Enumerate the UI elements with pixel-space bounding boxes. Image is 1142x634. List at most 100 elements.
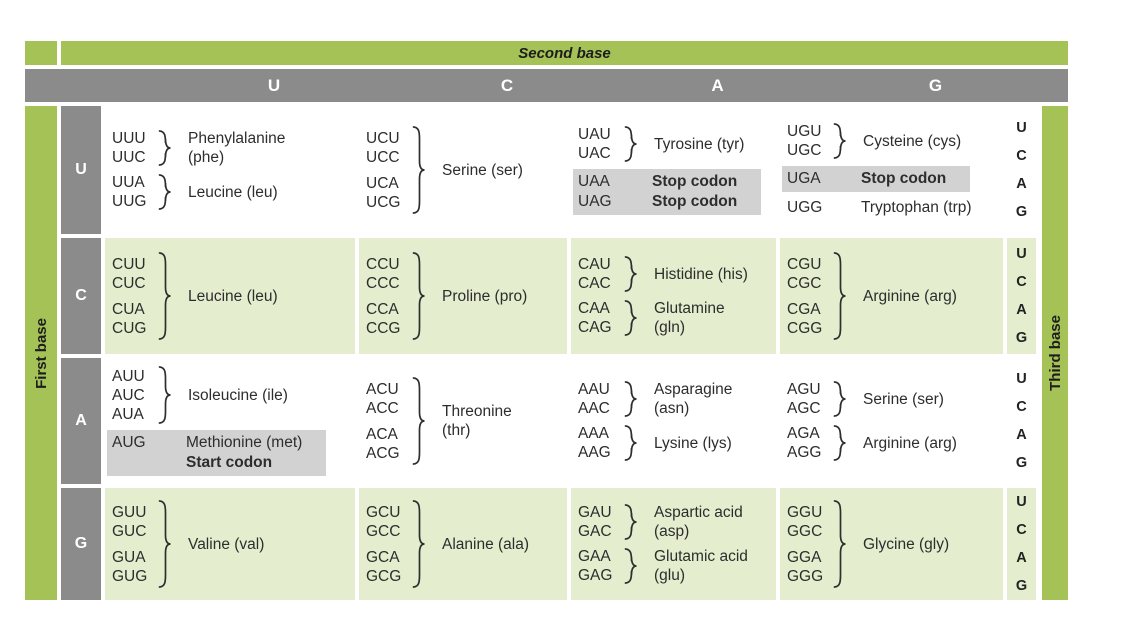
- codon-list: UAU UAC: [578, 125, 624, 163]
- cell-AA: AAU AAC Asparagine (asn) AAA AAG Lysine (lys): [571, 358, 776, 484]
- brace-icon: [412, 377, 425, 465]
- brace-icon: [158, 130, 171, 166]
- codon: CGC: [787, 274, 822, 292]
- codon-list: AAU AAC: [578, 380, 624, 418]
- codon: UAU: [578, 126, 611, 143]
- codon-annotation: Start codon: [186, 454, 273, 471]
- brace-icon: [833, 500, 846, 588]
- codon: UGG: [787, 199, 823, 216]
- third-base-letter: U: [1016, 371, 1027, 387]
- codon: CAC: [578, 275, 611, 292]
- codon-list: UCU UCC UCA UCG: [366, 129, 412, 212]
- codon-list: AGU AGC: [787, 380, 833, 418]
- codon-list: CAA CAG: [578, 299, 624, 337]
- codon: CGA: [787, 300, 821, 318]
- codon-group: AAA AAG Lysine (lys): [578, 424, 776, 462]
- brace-icon: [624, 256, 637, 292]
- cell-UA: UAU UAC Tyrosine (tyr) UAA Stop codon UAG Stop…: [571, 106, 776, 234]
- codon-group: CGU CGC CGA CGG Arginine (arg): [787, 252, 1003, 340]
- cell-AU: AUU AUC AUA Isoleucine (ile) AUG Methionine (…: [105, 358, 355, 484]
- highlighted-codon-block: UAA Stop codon UAG Stop codon: [573, 169, 762, 215]
- brace-zone: [412, 252, 440, 340]
- third-base-letter: U: [1016, 120, 1027, 136]
- amino-acid-label-line: (glu): [654, 567, 686, 584]
- cell-GA: GAU GAC Aspartic acid (asp) GAA GAG Glutamic a…: [571, 488, 776, 600]
- codon-list: UUU UUC: [112, 129, 158, 167]
- codon: GAG: [578, 567, 613, 584]
- amino-acid-label-line: Glycine (gly): [863, 535, 950, 553]
- codon: UGA: [787, 170, 821, 187]
- codon: AAC: [578, 400, 610, 417]
- codon-line: AUG Methionine (met): [112, 433, 302, 453]
- corner-spacer: [25, 41, 57, 65]
- amino-acid-label-line: Alanine (ala): [442, 535, 530, 553]
- amino-acid-label-line: Proline (pro): [442, 287, 528, 305]
- third-base-letter: C: [1016, 399, 1027, 415]
- cell-GU: GUU GUC GUA GUG Valine (val): [105, 488, 355, 600]
- brace-zone: [412, 500, 440, 588]
- third-base-letter: G: [1015, 578, 1028, 594]
- codon-group: UUU UUC Phenylalanine (phe): [112, 129, 355, 167]
- third-base-letter: C: [1016, 522, 1027, 538]
- brace-icon: [833, 252, 846, 340]
- brace-zone: [624, 504, 652, 540]
- codon: UUU: [112, 130, 146, 147]
- amino-acid-label-line: Leucine (leu): [188, 287, 278, 305]
- amino-acid-label-line: Isoleucine (ile): [188, 386, 288, 404]
- amino-acid-label: Arginine (arg): [863, 434, 957, 453]
- codon-block: UGG Tryptophan (trp): [787, 198, 972, 218]
- codon-group: CCU CCC CCA CCG Proline (pro): [366, 252, 567, 340]
- amino-acid-label: Phenylalanine (phe): [188, 129, 285, 167]
- codon-list: UGU UGC: [787, 122, 833, 160]
- codon: CUA: [112, 300, 145, 318]
- codon-annotation: Tryptophan (trp): [861, 199, 972, 216]
- brace-icon: [158, 252, 171, 340]
- codon: AUA: [112, 405, 144, 423]
- codon: UUC: [112, 149, 146, 166]
- third-base-letter: A: [1016, 302, 1027, 318]
- first-base-letter: G: [61, 488, 101, 600]
- third-base-letter: U: [1016, 494, 1027, 510]
- brace-zone: [624, 548, 652, 584]
- codon: GCA: [366, 548, 400, 566]
- codon: UAA: [578, 173, 610, 190]
- codon: UGU: [787, 123, 822, 140]
- codon: UCA: [366, 174, 399, 192]
- amino-acid-label: Leucine (leu): [188, 287, 278, 306]
- codon-group: UGU UGC Cysteine (cys): [787, 122, 1003, 160]
- codon-group: AUU AUC AUA Isoleucine (ile): [112, 366, 355, 424]
- third-base-letter: C: [1016, 274, 1027, 290]
- codon-group: CAU CAC Histidine (his): [578, 255, 776, 293]
- codon: CUC: [112, 274, 146, 292]
- codon: CGU: [787, 255, 822, 273]
- amino-acid-label: Glycine (gly): [863, 535, 949, 554]
- second-base-letter-box: U: [105, 76, 359, 96]
- amino-acid-label-line: (phe): [188, 149, 225, 166]
- amino-acid-label-line: Arginine (arg): [863, 434, 957, 452]
- codon-group: AAU AAC Asparagine (asn): [578, 380, 776, 418]
- codon-line: Start codon: [112, 453, 302, 473]
- codon: AGC: [787, 400, 821, 417]
- highlighted-codon-block: AUG Methionine (met) Start codon: [107, 430, 327, 476]
- amino-acid-label-line: (asn): [654, 400, 690, 417]
- third-base-letter: G: [1015, 455, 1028, 471]
- codon: UCC: [366, 148, 400, 166]
- codon: [112, 453, 186, 473]
- second-base-title: Second base: [518, 44, 611, 62]
- amino-acid-label: Isoleucine (ile): [188, 386, 288, 405]
- table-row-A: A AUU AUC AUA Isoleucine (ile) AUG Methionine …: [61, 358, 1036, 484]
- amino-acid-label-line: Leucine (leu): [188, 183, 278, 201]
- amino-acid-label-line: Asparagine: [654, 381, 733, 398]
- amino-acid-label: Aspartic acid (asp): [654, 503, 743, 541]
- amino-acid-label: Serine (ser): [863, 390, 944, 409]
- codon-list: GGU GGC GGA GGG: [787, 503, 833, 586]
- amino-acid-label-line: Aspartic acid: [654, 504, 743, 521]
- brace-zone: [833, 381, 861, 417]
- codon-list: UUA UUG: [112, 173, 158, 211]
- codon-list: AAA AAG: [578, 424, 624, 462]
- codon: GGC: [787, 522, 823, 540]
- codon: CGG: [787, 319, 823, 337]
